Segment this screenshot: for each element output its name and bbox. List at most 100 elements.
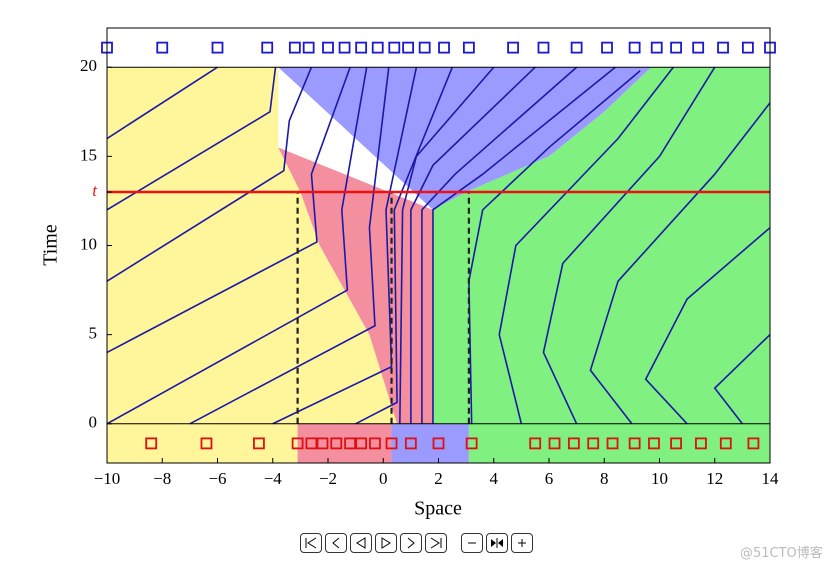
x-tick-label: 12 — [706, 469, 723, 488]
x-tick-label: 2 — [434, 469, 443, 488]
marker — [369, 437, 381, 450]
marker — [606, 437, 619, 450]
marker — [465, 437, 478, 450]
trajectory — [107, 67, 368, 425]
marker — [200, 437, 213, 450]
trajectory — [410, 66, 536, 424]
marker — [156, 41, 169, 54]
trajectory — [644, 227, 770, 425]
last-frame-button[interactable] — [425, 533, 447, 553]
marker — [338, 41, 351, 54]
marker — [695, 437, 707, 450]
trajectory — [589, 102, 770, 425]
animation-controls — [300, 533, 533, 553]
first-frame-button[interactable] — [300, 533, 322, 553]
marker — [747, 437, 760, 450]
marker — [462, 41, 475, 54]
region — [107, 67, 398, 424]
spacer — [450, 533, 458, 553]
x-tick-label: 8 — [600, 469, 609, 488]
marker — [253, 437, 265, 450]
y-tick-label: 20 — [80, 56, 97, 75]
x-tick-label: −4 — [264, 469, 283, 488]
marker — [438, 41, 450, 54]
region — [468, 423, 770, 463]
x-tick-label: −2 — [319, 469, 337, 488]
marker — [432, 437, 445, 450]
marker — [322, 41, 334, 54]
marker — [371, 41, 384, 54]
x-tick-label: 14 — [762, 469, 780, 488]
play-backward-button[interactable] — [350, 533, 372, 553]
x-tick-label: 4 — [490, 469, 499, 488]
marker — [402, 41, 415, 54]
marker — [388, 41, 401, 54]
marker — [355, 437, 368, 450]
marker — [570, 41, 583, 54]
y-tick-label: 10 — [80, 234, 97, 253]
marker — [650, 41, 663, 54]
marker — [628, 41, 641, 54]
marker — [261, 41, 274, 54]
marker — [418, 41, 431, 54]
marker — [305, 437, 318, 450]
trajectory — [399, 66, 495, 424]
y-axis-label: Time — [40, 224, 62, 266]
trajectory — [107, 66, 313, 282]
marker — [507, 41, 519, 54]
marker — [537, 41, 550, 54]
y-tick-label: 5 — [89, 324, 98, 343]
marker — [529, 437, 542, 450]
trajectory — [498, 66, 674, 424]
x-tick-label: 6 — [545, 469, 554, 488]
marker — [211, 41, 224, 54]
marker — [291, 437, 304, 450]
marker — [717, 41, 729, 54]
marker — [670, 437, 682, 450]
trajectory — [542, 66, 716, 425]
prev-frame-button[interactable] — [325, 533, 347, 553]
faster-button[interactable] — [511, 533, 533, 553]
next-frame-button[interactable] — [400, 533, 422, 553]
marker — [404, 437, 417, 450]
marker — [628, 437, 641, 450]
marker — [145, 437, 158, 450]
marker — [567, 437, 580, 450]
marker — [548, 437, 561, 450]
marker — [316, 437, 329, 450]
trajectory — [713, 334, 770, 425]
y-tick-label: 15 — [80, 145, 97, 164]
trajectory — [189, 67, 390, 425]
trajectory — [272, 67, 418, 425]
marker — [742, 41, 754, 54]
marker — [385, 437, 398, 450]
marker — [344, 437, 357, 450]
marker — [692, 41, 705, 54]
marker — [302, 41, 315, 54]
x-tick-label: −8 — [153, 469, 171, 488]
x-axis-label: Space — [414, 498, 462, 520]
x-tick-label: −6 — [208, 469, 226, 488]
trajectory — [355, 66, 454, 425]
trajectory — [107, 66, 218, 140]
reset-speed-button[interactable] — [486, 533, 508, 553]
marker — [355, 41, 368, 54]
chart: Space Time −10 −8 −6 −4 −2 0 2 4 6 8 10 12 14 0 5 10 15 2… — [40, 27, 780, 520]
x-tick-label: −10 — [94, 469, 121, 488]
marker — [648, 437, 660, 450]
slower-button[interactable] — [461, 533, 483, 553]
marker — [288, 41, 301, 54]
marker — [601, 41, 613, 54]
marker — [670, 41, 682, 54]
trajectory — [107, 66, 351, 354]
trajectory — [107, 67, 277, 211]
marker — [587, 437, 600, 450]
region — [432, 67, 770, 424]
watermark: @51CTO博客 — [740, 546, 823, 561]
region — [278, 67, 652, 210]
x-tick-label: 0 — [379, 469, 388, 488]
marker — [330, 437, 343, 450]
play-forward-button[interactable] — [375, 533, 397, 553]
plot-area — [107, 66, 770, 463]
